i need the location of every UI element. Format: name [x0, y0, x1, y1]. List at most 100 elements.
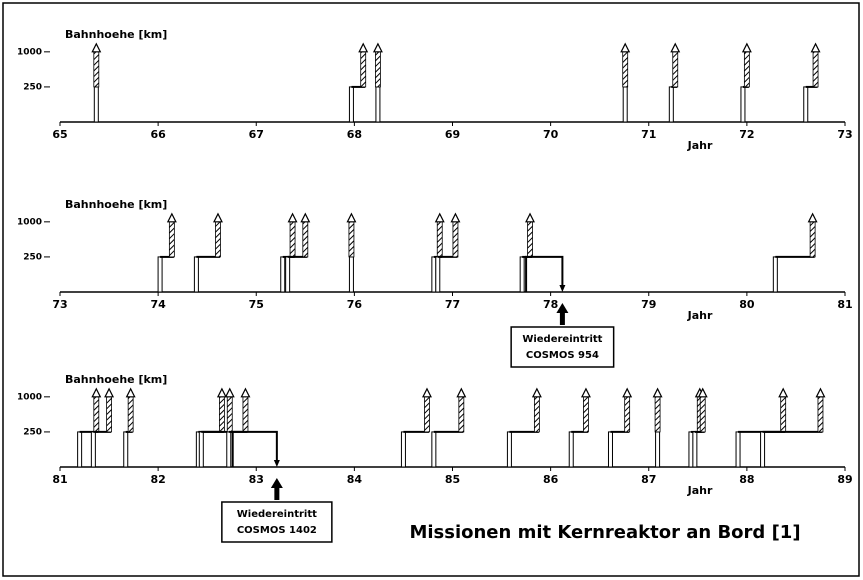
arrowhead [358, 42, 369, 53]
y-tick-label: 1000 [17, 217, 42, 227]
mission [90, 387, 115, 468]
boost-stage [654, 396, 661, 433]
arrowhead [422, 387, 432, 398]
launch-stage [435, 256, 441, 293]
launch-stage [285, 256, 291, 293]
arrowhead [620, 42, 631, 53]
annotation-text: COSMOS 1402 [237, 525, 317, 536]
y-tick-label: 1000 [17, 47, 42, 57]
arrowhead [741, 42, 752, 53]
arrowhead [216, 387, 227, 398]
mission [400, 387, 432, 468]
boost-stage [360, 51, 367, 88]
x-tick-label: 75 [249, 298, 264, 311]
mission [77, 387, 102, 468]
y-tick-label: 1000 [17, 392, 42, 402]
boost-stage [348, 221, 355, 258]
mission [123, 387, 136, 468]
chart-title: Missionen mit Kernreaktor an Bord [1] [409, 522, 800, 543]
arrowhead [346, 212, 357, 223]
x-tick-label: 65 [52, 128, 67, 141]
x-tick-label: 68 [347, 128, 362, 141]
boost-stage [168, 221, 175, 258]
arrowhead [652, 387, 663, 398]
x-axis-label: Jahr [687, 139, 713, 152]
launch-stage [90, 431, 96, 468]
launch-stage [77, 431, 83, 468]
launch-stage [760, 431, 766, 468]
boost-stage [672, 51, 679, 88]
boost-stage [812, 51, 819, 88]
arrowhead [778, 387, 789, 398]
boost-stage [106, 396, 112, 433]
y-axis-label: Bahnhoehe [km] [65, 198, 167, 211]
annotation-box [221, 501, 333, 543]
launch-stage [740, 86, 746, 123]
x-tick-label: 88 [739, 473, 754, 486]
x-tick-label: 71 [641, 128, 656, 141]
launch-stage [688, 431, 694, 468]
arrowhead [622, 387, 633, 398]
x-axis-label: Jahr [687, 484, 713, 497]
x-tick-label: 81 [837, 298, 852, 311]
boost-stage [817, 396, 824, 433]
boost-stage [809, 221, 816, 258]
launch-stage [93, 86, 99, 123]
boost-stage [219, 396, 225, 433]
x-tick-label: 84 [347, 473, 363, 486]
boost-stage [424, 396, 430, 433]
arrowhead [434, 212, 445, 223]
mission [431, 387, 467, 468]
y-axis-label: Bahnhoehe [km] [65, 28, 167, 41]
mission [652, 387, 663, 468]
mission [760, 387, 826, 468]
launch-stage [568, 431, 574, 468]
mission [193, 212, 223, 293]
launch-stage [692, 431, 698, 468]
x-tick-label: 73 [52, 298, 67, 311]
x-tick-label: 76 [347, 298, 363, 311]
arrowhead [240, 387, 251, 398]
boost-stage [215, 221, 221, 258]
boost-stage [242, 396, 249, 433]
boost-stage [699, 396, 706, 433]
annotation-text: COSMOS 954 [526, 350, 599, 361]
launch-stage [157, 256, 163, 293]
annotation-arrow [556, 303, 569, 325]
arrowhead [91, 387, 102, 398]
arrowhead [450, 212, 461, 223]
arrowhead [125, 387, 136, 398]
boost-stage [436, 221, 443, 258]
boost-stage [93, 51, 100, 88]
y-tick-label: 250 [23, 252, 42, 262]
mission [620, 42, 631, 123]
x-tick-label: 74 [150, 298, 166, 311]
annotation-text: Wiedereintritt [237, 509, 317, 520]
launch-stage [226, 431, 232, 468]
mission [346, 212, 357, 293]
launch-stage [803, 86, 809, 123]
launch-stage [622, 86, 628, 123]
x-tick-label: 73 [837, 128, 852, 141]
x-tick-label: 77 [445, 298, 460, 311]
arrowhead [456, 387, 467, 398]
boost-stage [527, 221, 533, 258]
reentry-arrowhead [273, 460, 280, 467]
mission [372, 42, 383, 123]
launch-stage [655, 431, 661, 468]
x-tick-label: 72 [739, 128, 754, 141]
x-tick-label: 87 [641, 473, 656, 486]
y-axis-label: Bahnhoehe [km] [65, 373, 167, 386]
mission [668, 42, 681, 123]
x-tick-label: 82 [150, 473, 165, 486]
mission [568, 387, 591, 468]
launch-stage [198, 431, 204, 468]
boost-stage [458, 396, 465, 433]
arrowhead [580, 387, 591, 398]
launch-stage [123, 431, 129, 468]
arrowhead [815, 387, 826, 398]
x-tick-label: 81 [52, 473, 67, 486]
boost-stage [743, 51, 750, 88]
launch-stage [280, 256, 286, 293]
mission [157, 212, 177, 293]
